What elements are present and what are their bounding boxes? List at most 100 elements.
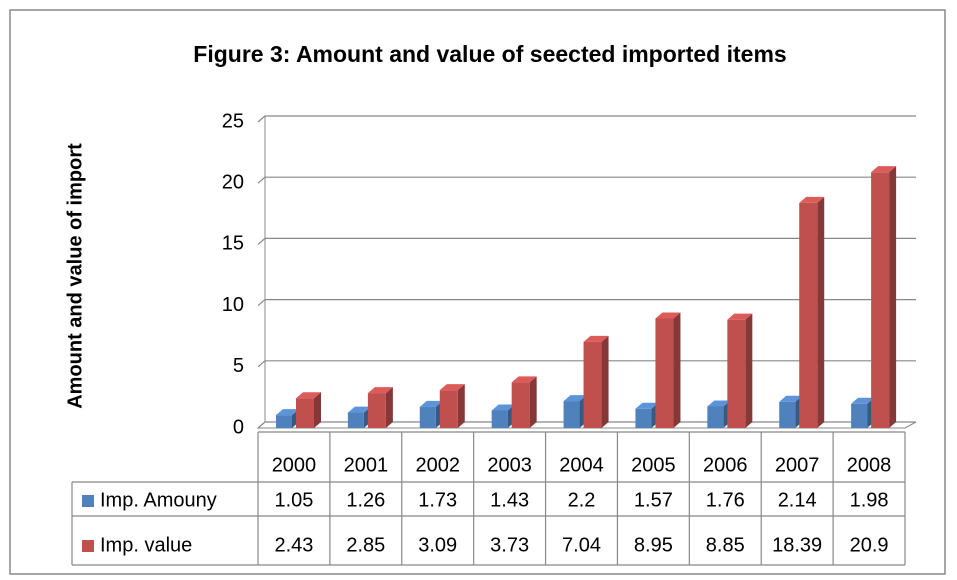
bar-top — [491, 404, 515, 411]
bar-front — [655, 318, 674, 428]
bar — [707, 400, 731, 428]
bar — [727, 313, 753, 428]
bar-front — [347, 412, 364, 428]
bar-top — [583, 335, 609, 342]
grid-line — [257, 299, 916, 307]
table-value: 2.14 — [778, 489, 817, 511]
bar — [635, 402, 659, 428]
table-value: 1.76 — [706, 489, 745, 511]
bar-side — [817, 196, 825, 428]
bar-top — [655, 312, 681, 319]
bar-side — [889, 166, 897, 428]
grid-line — [257, 115, 916, 123]
legend-label: Imp. Amouny — [100, 489, 217, 511]
y-tick-label: 5 — [233, 355, 244, 377]
bar-front — [491, 410, 508, 428]
x-tick-label: 2007 — [775, 454, 820, 476]
bar — [439, 384, 465, 428]
bar-side — [745, 313, 753, 428]
bar-top — [296, 392, 321, 399]
bar-top — [799, 196, 825, 203]
bar-top — [635, 402, 659, 409]
table-value: 20.9 — [850, 534, 889, 556]
x-tick-label: 2004 — [559, 454, 604, 476]
y-tick-label: 15 — [222, 233, 244, 255]
x-tick-label: 2008 — [847, 454, 892, 476]
bar-front — [799, 202, 818, 428]
bar-top — [276, 409, 299, 416]
bar-front — [296, 398, 314, 428]
bar — [871, 166, 897, 428]
x-tick-label: 2005 — [631, 454, 676, 476]
y-tick-label: 25 — [222, 110, 244, 132]
y-tick-label: 10 — [222, 294, 244, 316]
bar-top — [851, 397, 875, 404]
bar — [583, 335, 609, 428]
table-value: 7.04 — [562, 534, 601, 556]
grid-line — [257, 176, 916, 184]
bar-top — [871, 166, 897, 173]
table-value: 1.43 — [490, 489, 529, 511]
bar — [563, 395, 587, 428]
bar-side — [601, 335, 609, 428]
bar — [799, 196, 825, 428]
bar-front — [871, 172, 890, 428]
bar-front — [367, 393, 386, 428]
x-tick-label: 2006 — [703, 454, 748, 476]
table-value: 8.95 — [634, 534, 673, 556]
table-value: 1.73 — [418, 489, 457, 511]
y-tick-label: 20 — [222, 171, 244, 193]
x-tick-label: 2001 — [344, 454, 389, 476]
grid-line — [257, 421, 916, 429]
table-value: 1.26 — [346, 489, 385, 511]
table-value: 1.05 — [274, 489, 313, 511]
bar-front — [511, 382, 530, 428]
bar-front — [419, 406, 436, 428]
table-value: 1.98 — [850, 489, 889, 511]
bar-top — [511, 376, 537, 383]
bar-top — [707, 400, 731, 407]
chart-title: Figure 3: Amount and value of seected im… — [193, 41, 786, 67]
bar-side — [314, 392, 321, 428]
bar-side — [529, 376, 537, 428]
bar-top — [563, 395, 587, 402]
bar-front — [583, 341, 602, 428]
grid-line — [257, 237, 916, 245]
bar-side — [457, 384, 465, 428]
bar — [347, 406, 371, 428]
bar-side — [673, 312, 681, 428]
bar-front — [563, 401, 580, 428]
bar-top — [727, 313, 753, 320]
legend-label: Imp. value — [100, 534, 192, 556]
table-value: 8.85 — [706, 534, 745, 556]
table-value: 18.39 — [772, 534, 822, 556]
chart-border — [9, 9, 946, 575]
bar — [511, 376, 537, 428]
bar-front — [635, 408, 652, 428]
bar-front — [707, 406, 724, 428]
bar-top — [347, 406, 371, 413]
table-value: 3.73 — [490, 534, 529, 556]
bar-front — [276, 415, 292, 428]
x-tick-label: 2000 — [272, 454, 317, 476]
table-value: 2.85 — [346, 534, 385, 556]
bar-front — [851, 403, 868, 428]
table-value: 2.43 — [274, 534, 313, 556]
x-tick-label: 2003 — [487, 454, 532, 476]
bar — [655, 312, 681, 428]
table-value: 3.09 — [418, 534, 457, 556]
y-axis-label: Amount and value of import — [64, 143, 86, 409]
bar-side — [385, 387, 393, 428]
bar — [367, 387, 393, 428]
bar-top — [439, 384, 465, 391]
bar — [296, 392, 321, 428]
x-tick-label: 2002 — [415, 454, 460, 476]
table-value: 2.2 — [568, 489, 596, 511]
grid-line — [257, 360, 916, 368]
table-value: 1.57 — [634, 489, 673, 511]
bar-front — [439, 390, 458, 428]
bar-top — [779, 395, 803, 402]
bar — [851, 397, 875, 428]
bar-front — [727, 319, 746, 428]
